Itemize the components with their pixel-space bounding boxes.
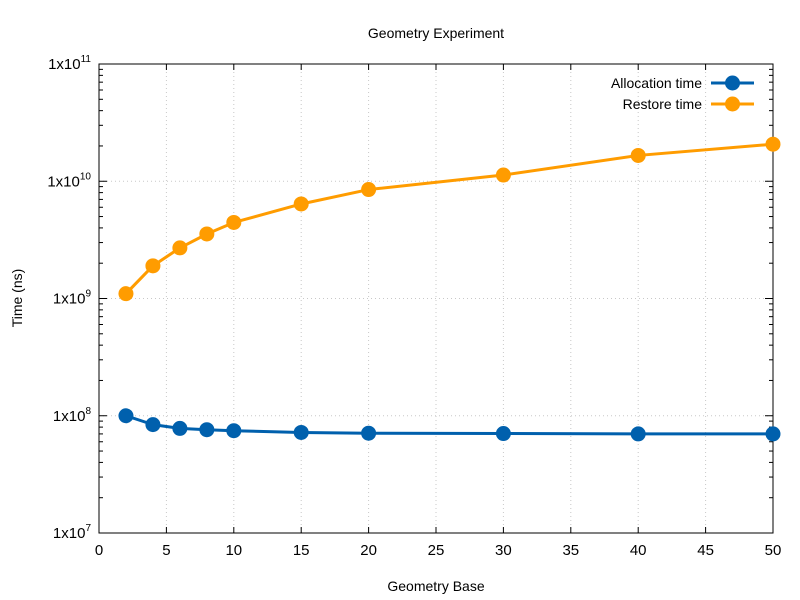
series-restore-time bbox=[118, 136, 781, 302]
y-tick-label: 1x1011 bbox=[48, 54, 91, 73]
x-tick-label: 0 bbox=[95, 542, 103, 559]
x-tick-label: 30 bbox=[495, 542, 512, 559]
y-tick-label: 1x107 bbox=[53, 523, 92, 542]
x-tick-label: 15 bbox=[293, 542, 310, 559]
y-tick-label: 1x109 bbox=[53, 289, 92, 308]
tick-marks bbox=[98, 63, 774, 534]
data-point bbox=[630, 147, 646, 163]
data-point bbox=[172, 420, 188, 436]
legend-item: Allocation time bbox=[611, 75, 754, 91]
data-point bbox=[293, 196, 309, 212]
y-tick-exponent: 10 bbox=[80, 171, 92, 182]
x-tick-label: 45 bbox=[697, 542, 714, 559]
series-line bbox=[124, 142, 774, 295]
y-tick-label: 1x108 bbox=[53, 406, 92, 425]
data-point bbox=[765, 426, 781, 442]
x-tick-label: 20 bbox=[360, 542, 377, 559]
data-point bbox=[226, 423, 242, 439]
y-tick-base: 1x10 bbox=[47, 173, 80, 190]
y-tick-base: 1x10 bbox=[53, 525, 86, 542]
y-tick-base: 1x10 bbox=[53, 408, 86, 425]
x-tick-label: 35 bbox=[562, 542, 579, 559]
data-point bbox=[495, 167, 511, 183]
y-tick-exponent: 7 bbox=[85, 523, 91, 534]
x-tick-label: 50 bbox=[765, 542, 782, 559]
data-point bbox=[118, 286, 134, 302]
y-tick-base: 1x10 bbox=[48, 56, 81, 73]
data-point bbox=[495, 426, 511, 442]
data-point bbox=[199, 226, 215, 242]
x-tick-label: 10 bbox=[225, 542, 242, 559]
data-point bbox=[765, 136, 781, 152]
x-tick-label: 5 bbox=[162, 542, 170, 559]
data-point bbox=[118, 408, 134, 424]
data-point bbox=[630, 426, 646, 442]
legend-label: Allocation time bbox=[611, 75, 702, 91]
data-point bbox=[199, 422, 215, 438]
data-point bbox=[293, 424, 309, 440]
data-point bbox=[361, 182, 377, 198]
x-axis-label: Geometry Base bbox=[387, 578, 484, 594]
data-point bbox=[145, 417, 161, 433]
x-tick-label: 40 bbox=[630, 542, 647, 559]
data-point bbox=[226, 214, 242, 230]
legend-swatch-marker bbox=[725, 96, 740, 112]
x-tick-labels: 0 5 10 15 20 25 30 35 40 45 50 bbox=[95, 542, 782, 559]
data-point bbox=[361, 425, 377, 441]
x-tick-label: 25 bbox=[428, 542, 445, 559]
legend-swatch-marker bbox=[725, 75, 740, 91]
legend-label: Restore time bbox=[623, 96, 703, 112]
data-point bbox=[172, 240, 188, 256]
y-tick-exponent: 11 bbox=[81, 54, 92, 65]
legend: Allocation time Restore time bbox=[611, 75, 754, 112]
series-group bbox=[118, 136, 781, 442]
y-tick-base: 1x10 bbox=[53, 291, 86, 308]
series-line bbox=[125, 414, 773, 436]
chart-title: Geometry Experiment bbox=[368, 25, 504, 41]
series-allocation-time bbox=[118, 408, 781, 442]
y-tick-label: 1x1010 bbox=[47, 171, 91, 190]
y-axis-label: Time (ns) bbox=[9, 269, 25, 328]
y-tick-exponent: 9 bbox=[85, 289, 91, 300]
y-tick-exponent: 8 bbox=[85, 406, 91, 417]
legend-item: Restore time bbox=[623, 96, 754, 112]
data-point bbox=[145, 258, 161, 274]
